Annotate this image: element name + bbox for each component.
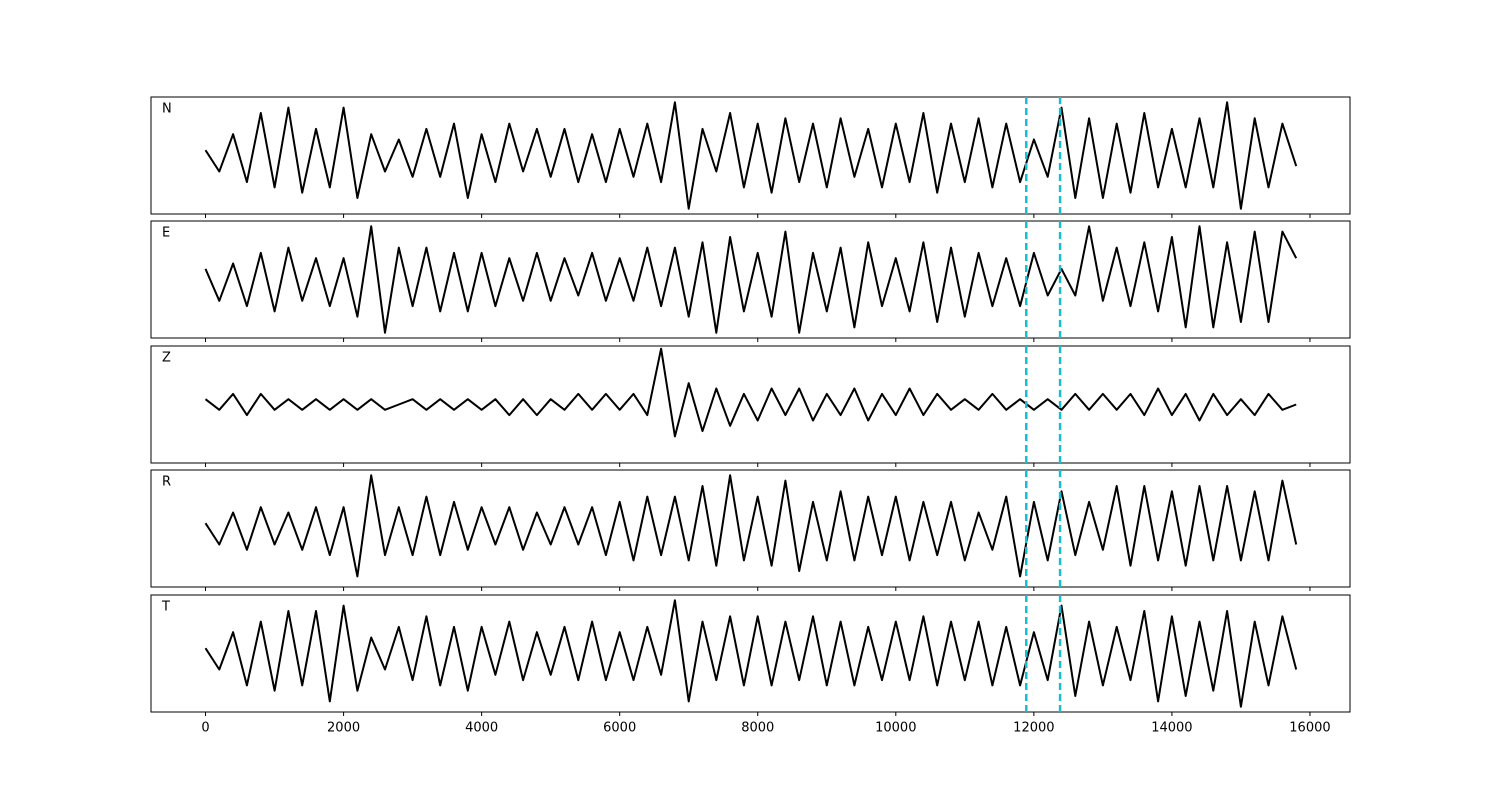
x-tick-label: 16000: [1289, 721, 1330, 736]
panel-label: R: [162, 475, 171, 490]
x-tick-label: 0: [201, 721, 209, 736]
panel-label: E: [162, 226, 170, 241]
panel-frame: [150, 594, 1351, 713]
x-tick-label: 4000: [465, 721, 498, 736]
panel-label: T: [161, 600, 170, 615]
trace: [204, 599, 1298, 708]
x-tick-label: 2000: [327, 721, 360, 736]
trace: [204, 225, 1298, 334]
panel-label: Z: [162, 351, 171, 366]
trace: [204, 474, 1298, 578]
trace: [204, 347, 1297, 438]
panel-frame: [150, 220, 1351, 339]
panel-frame: [150, 469, 1351, 588]
trace: [204, 101, 1298, 210]
panel-label: N: [162, 102, 172, 117]
x-tick-label: 6000: [603, 721, 636, 736]
x-tick-label: 10000: [875, 721, 916, 736]
x-tick-label: 12000: [1013, 721, 1054, 736]
panel-frame: [150, 345, 1351, 464]
x-tick-label: 8000: [741, 721, 774, 736]
x-tick-label: 14000: [1151, 721, 1192, 736]
panel-frame: [150, 96, 1351, 215]
